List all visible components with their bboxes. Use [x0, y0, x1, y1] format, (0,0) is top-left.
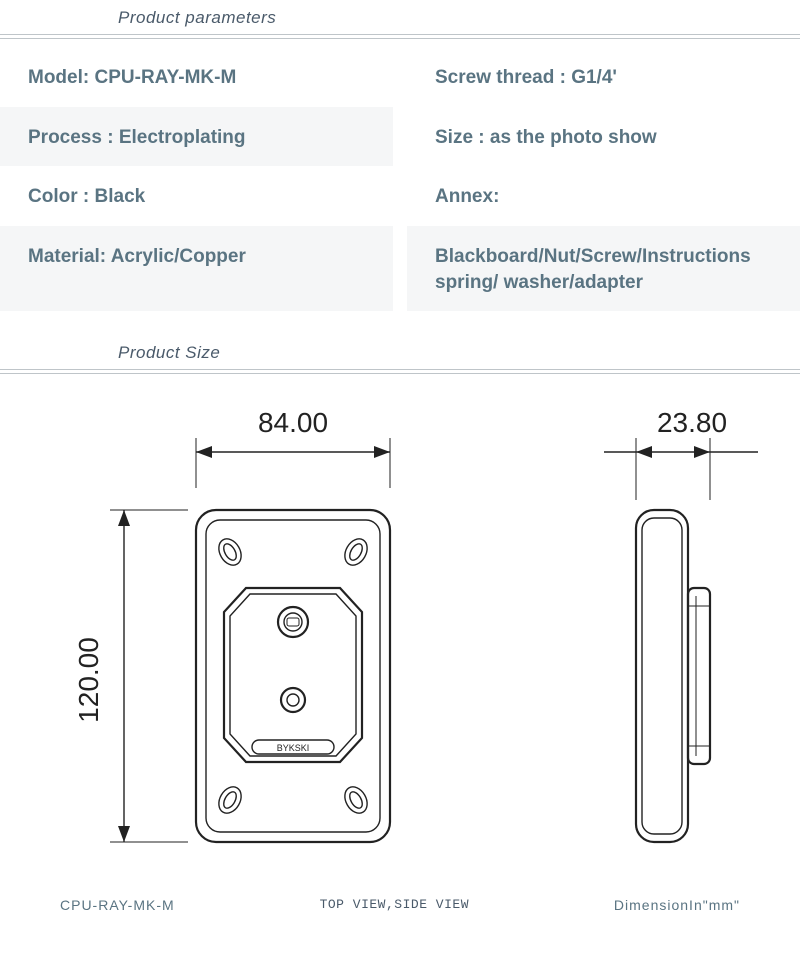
param-cell-color: Color : Black — [0, 166, 393, 226]
param-cell-annex-value: Blackboard/Nut/Screw/Instructions spring… — [407, 226, 800, 311]
param-value: Acrylic/Copper — [106, 246, 246, 267]
params-table: Model: CPU-RAY-MK-M Screw thread : G1/4'… — [0, 47, 800, 311]
param-value: CPU-RAY-MK-M — [89, 67, 236, 88]
technical-drawing: 84.00 120.00 BYKSKI 23.80 — [0, 382, 800, 885]
param-cell-material: Material: Acrylic/Copper — [0, 226, 393, 311]
dim-height-label: 120.00 — [73, 637, 104, 723]
footer-model: CPU-RAY-MK-M — [60, 897, 175, 913]
param-label: Process : — [28, 127, 114, 148]
section-title-params: Product parameters — [0, 0, 800, 34]
divider — [0, 34, 800, 39]
section-title-size: Product Size — [0, 335, 800, 369]
param-cell-process: Process : Electroplating — [0, 107, 393, 167]
param-value: Electroplating — [114, 127, 246, 148]
param-label: Material: — [28, 246, 106, 267]
param-label: Size : — [435, 127, 485, 148]
drawing-footer: CPU-RAY-MK-M TOP VIEW,SIDE VIEW Dimensio… — [0, 885, 800, 931]
dim-depth-label: 23.80 — [657, 407, 727, 438]
dim-width-label: 84.00 — [258, 407, 328, 438]
footer-unit: DimensionIn"mm" — [614, 897, 740, 913]
param-cell-model: Model: CPU-RAY-MK-M — [0, 47, 393, 107]
param-label: Model: — [28, 67, 89, 88]
param-value: as the photo show — [485, 127, 657, 148]
param-value: Black — [89, 186, 145, 207]
param-cell-size: Size : as the photo show — [407, 107, 800, 167]
param-value: G1/4' — [566, 67, 617, 88]
divider — [0, 369, 800, 374]
param-label: Annex: — [435, 186, 499, 207]
logo-text: BYKSKI — [277, 743, 310, 753]
param-cell-screw: Screw thread : G1/4' — [407, 47, 800, 107]
param-value: Blackboard/Nut/Screw/Instructions spring… — [435, 246, 751, 293]
footer-views: TOP VIEW,SIDE VIEW — [320, 897, 469, 913]
param-label: Screw thread : — [435, 67, 566, 88]
param-label: Color : — [28, 186, 89, 207]
param-cell-annex-label: Annex: — [407, 166, 800, 226]
